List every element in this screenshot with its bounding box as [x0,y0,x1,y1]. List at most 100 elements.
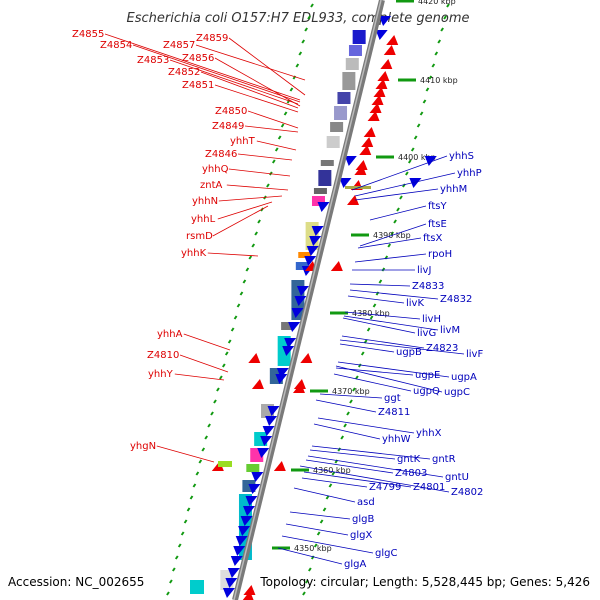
tick-mark [254,231,258,236]
gc-block [311,196,325,206]
label-leader-line [281,535,374,554]
reverse-gene-arrow [267,406,280,416]
tick-mark [180,531,185,536]
gene-label: rsmD [186,231,213,242]
gene-label: livF [466,349,483,360]
reverse-gene-arrow [260,436,273,446]
gene-label: ugpQ [413,386,440,397]
forward-gene-arrow [367,111,380,121]
gene-label: livK [406,298,424,309]
gene-label: yhhY [148,369,174,380]
tick-mark [183,519,188,524]
label-leader-line [214,57,301,107]
tick-mark [233,315,238,320]
tick-mark [169,579,173,584]
tick-mark [393,219,397,224]
label-leader-line [359,223,427,247]
tick-mark [431,63,436,68]
gene-label: gntK [397,454,421,465]
forward-gene-arrow [243,585,256,595]
tick-mark [221,363,226,368]
gene-label: ggt [384,393,401,404]
reverse-gene-arrow [379,16,392,26]
tick-mark [172,567,176,572]
label-leader-line [183,333,231,351]
label-leader-line [305,459,394,474]
gene-label: Z4857 [163,40,195,51]
reverse-gene-arrow [304,256,317,266]
tick-mark [204,435,209,440]
tick-mark [310,3,314,8]
label-leader-line [339,339,465,355]
genome-backbone-highlight [233,0,382,600]
label-leader-line [307,455,444,478]
reverse-gene-arrow [375,30,388,40]
gc-block [337,92,351,104]
gene-label: yhhP [457,168,482,179]
gene-features-track [190,16,437,600]
tick-mark [286,99,291,104]
gc-block [320,160,334,166]
gene-label: livH [422,314,441,325]
label-leader-line [237,153,293,161]
tick-mark [313,543,318,548]
label-leader-line [285,523,349,536]
genome-info-text: Topology: circular; Length: 5,528,445 bp… [259,575,590,589]
label-leader-line [247,110,299,129]
tick-mark [413,135,418,140]
gene-label: ugpE [415,370,440,381]
tick-mark [283,111,288,116]
gene-label: yhhM [440,184,467,195]
label-leader-line [343,315,439,331]
tick-mark [227,339,232,344]
genome-backbone [232,0,385,600]
label-leader-line [319,393,383,399]
label-leader-line [207,252,259,257]
tick-mark [346,411,350,416]
tick-mark [230,327,235,332]
tick-mark [387,243,392,248]
label-leader-line [256,140,297,151]
forward-gene-arrow [248,353,261,363]
forward-gene-arrow [383,45,396,55]
label-leader-line [195,44,306,81]
tick-mark [280,123,285,128]
tick-mark [198,459,203,464]
gc-block [342,72,356,90]
kbp-label: 4350 kbp [294,544,332,553]
label-leader-line [104,33,301,101]
kbp-label: 4380 kbp [352,309,390,318]
reverse-gene-arrow [282,346,295,356]
gc-block [352,30,366,44]
reverse-gene-arrow [339,178,352,188]
gene-label: glgA [344,559,366,570]
label-leader-line [315,399,377,413]
tick-mark [304,27,308,32]
reverse-gene-arrow [233,546,246,556]
label-leader-line [301,477,368,488]
gene-label: ugpA [451,372,477,383]
gene-block [190,580,204,594]
gene-label: Z4846 [205,149,237,160]
tick-mark [266,183,270,188]
forward-gene-arrow [292,383,305,393]
label-leader-line [369,205,427,221]
label-leader-line [214,84,299,113]
tick-mark [352,387,356,392]
gene-label: Z4802 [451,487,483,498]
label-leader-line [337,361,450,378]
gene-label: Z4851 [182,80,214,91]
tick-mark [308,567,312,572]
label-leader-line [317,417,415,434]
reverse-gene-arrow [225,578,238,588]
tick-mark [360,351,365,356]
kbp-label: 4360 kbp [313,466,351,475]
reverse-gene-arrow [240,516,253,526]
tick-mark [236,303,241,308]
gene-label: asd [357,497,375,508]
gene-label: yhhT [230,136,256,147]
tick-mark [337,447,342,452]
tick-mark [251,243,256,248]
